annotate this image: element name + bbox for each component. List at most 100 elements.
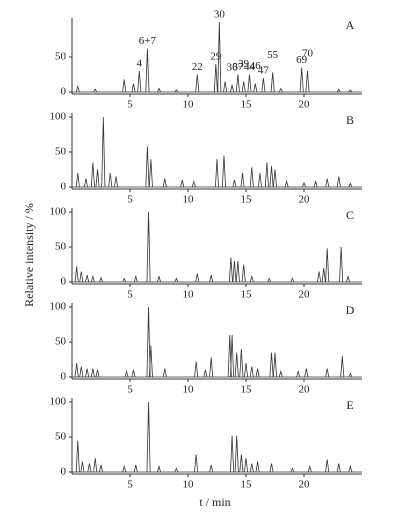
peak bbox=[348, 464, 353, 473]
peak bbox=[269, 463, 274, 473]
x-tick-label: 10 bbox=[183, 99, 195, 111]
peak bbox=[257, 172, 262, 188]
x-axis-title: t / min bbox=[199, 495, 230, 509]
peak-annotation: 6+7 bbox=[139, 35, 157, 47]
x-tick-label: 15 bbox=[241, 194, 253, 206]
peak bbox=[174, 467, 179, 473]
x-tick-label: 5 bbox=[127, 99, 133, 111]
peak-annotation: 55 bbox=[267, 49, 279, 61]
peak bbox=[336, 463, 341, 473]
peak bbox=[240, 172, 245, 188]
peak bbox=[101, 116, 106, 188]
peak bbox=[122, 277, 127, 283]
panel-label: D bbox=[346, 303, 355, 317]
peak bbox=[234, 352, 239, 378]
peak-annotation: 36 bbox=[227, 62, 239, 74]
peak bbox=[348, 182, 353, 188]
x-tick-label: 15 bbox=[241, 289, 253, 301]
peak bbox=[75, 172, 80, 188]
y-tick-label: 100 bbox=[50, 206, 67, 218]
peak bbox=[131, 83, 136, 93]
peak bbox=[79, 271, 84, 283]
x-tick-label: 10 bbox=[183, 289, 195, 301]
peak bbox=[269, 165, 274, 188]
peak bbox=[93, 457, 98, 473]
peak bbox=[75, 84, 80, 93]
peak bbox=[336, 88, 341, 93]
peak bbox=[83, 178, 88, 188]
peak bbox=[255, 368, 260, 378]
peak bbox=[145, 146, 150, 188]
peak bbox=[325, 248, 330, 283]
x-tick-label: 5 bbox=[127, 384, 133, 396]
peak bbox=[74, 266, 79, 283]
peak bbox=[90, 368, 95, 378]
peak bbox=[230, 435, 235, 473]
panel-label: B bbox=[346, 113, 354, 127]
y-tick-label: 0 bbox=[61, 276, 67, 288]
peak bbox=[232, 179, 237, 188]
peak bbox=[340, 355, 345, 378]
peak bbox=[325, 178, 330, 188]
y-tick-label: 50 bbox=[55, 51, 67, 63]
x-tick-label: 15 bbox=[241, 479, 253, 491]
peak bbox=[85, 368, 90, 378]
peak bbox=[255, 461, 260, 473]
y-tick-label: 100 bbox=[50, 111, 67, 123]
peak bbox=[194, 361, 199, 378]
peak bbox=[217, 21, 222, 93]
peak bbox=[228, 257, 233, 283]
peak bbox=[290, 467, 295, 473]
panel-label: C bbox=[346, 208, 354, 222]
peak-annotation: 30 bbox=[214, 9, 226, 21]
peak bbox=[114, 176, 119, 188]
peak-annotation: 22 bbox=[192, 61, 203, 73]
peak bbox=[95, 369, 100, 378]
y-tick-label: 50 bbox=[55, 431, 67, 443]
peak bbox=[235, 260, 240, 283]
peak bbox=[162, 178, 167, 188]
peak bbox=[299, 67, 304, 93]
peak bbox=[79, 366, 84, 378]
peak bbox=[75, 440, 80, 473]
peak bbox=[195, 74, 200, 93]
peak bbox=[325, 459, 330, 473]
peak-annotation: 37 bbox=[232, 61, 244, 73]
x-tick-label: 20 bbox=[299, 99, 311, 111]
x-tick-label: 20 bbox=[299, 289, 311, 301]
peak bbox=[191, 179, 196, 188]
peak-annotation: 69 bbox=[296, 54, 308, 66]
peak bbox=[253, 83, 258, 93]
peak bbox=[239, 348, 244, 378]
peak bbox=[232, 260, 237, 283]
y-tick-label: 100 bbox=[50, 396, 67, 408]
peak-annotation: 4 bbox=[137, 58, 143, 70]
peak bbox=[74, 362, 79, 378]
peak bbox=[296, 369, 301, 378]
peak bbox=[99, 276, 103, 283]
peak bbox=[273, 352, 277, 378]
peak bbox=[317, 271, 322, 283]
peak bbox=[131, 369, 136, 378]
peak bbox=[137, 70, 142, 93]
peak bbox=[241, 264, 246, 283]
peak bbox=[230, 84, 235, 93]
peak bbox=[146, 306, 151, 378]
peak bbox=[180, 179, 185, 188]
peak bbox=[339, 246, 344, 283]
y-tick-label: 0 bbox=[61, 181, 67, 193]
peak bbox=[148, 345, 153, 378]
peak bbox=[321, 267, 326, 283]
peak bbox=[221, 155, 226, 188]
panel-label: E bbox=[346, 398, 353, 412]
y-tick-label: 0 bbox=[61, 86, 67, 98]
peak bbox=[203, 369, 208, 378]
y-tick-label: 50 bbox=[55, 146, 67, 158]
peak bbox=[348, 89, 353, 93]
peak bbox=[87, 463, 92, 473]
peak bbox=[157, 87, 161, 93]
peak bbox=[234, 435, 239, 473]
peak bbox=[278, 369, 283, 378]
peak bbox=[325, 368, 330, 378]
